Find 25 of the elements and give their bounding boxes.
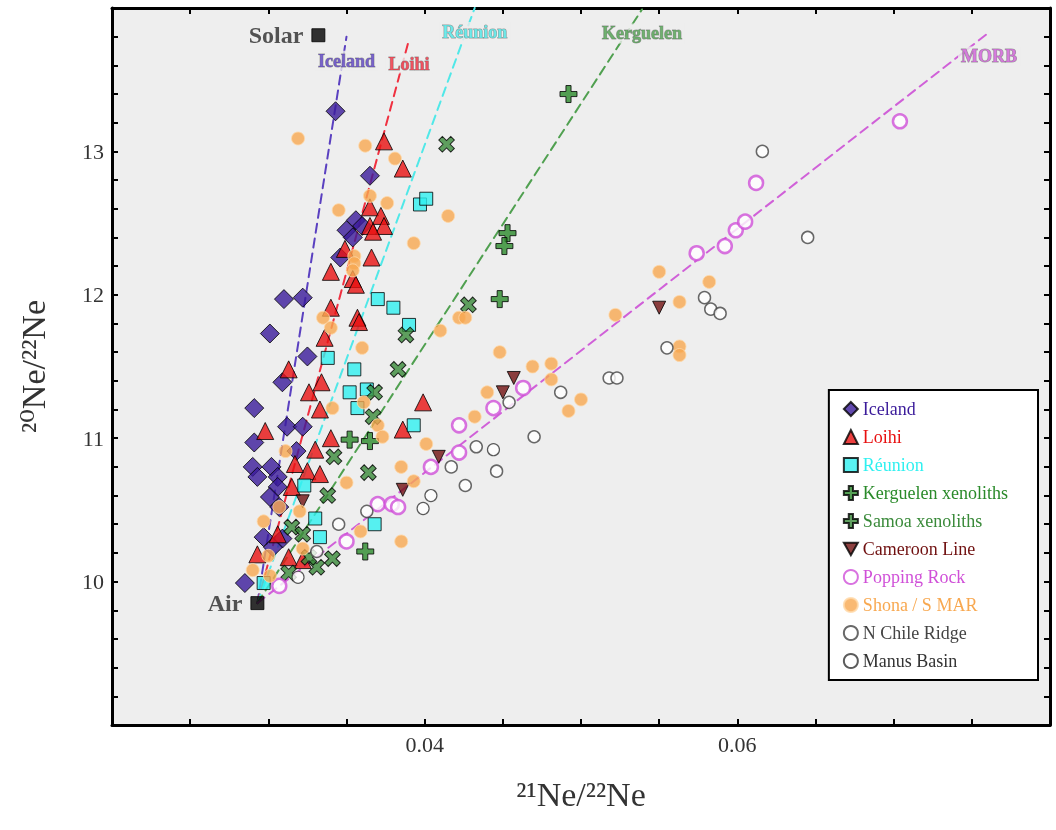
- annotation: Loihi: [388, 53, 430, 74]
- legend-label: Samoa xenoliths: [862, 511, 983, 531]
- x-tick-label: 0.04: [405, 731, 444, 757]
- legend-label: Loihi: [862, 427, 902, 447]
- x-axis-title: ²¹Ne/²²Ne: [516, 775, 646, 813]
- legend-label: Kerguelen xenoliths: [862, 483, 1009, 503]
- y-tick-label: 11: [82, 425, 104, 451]
- data-label: Solar: [248, 22, 304, 49]
- legend-label: Iceland: [862, 399, 916, 419]
- annotation: Iceland: [317, 50, 376, 71]
- y-tick-label: 12: [82, 282, 104, 308]
- legend-label: N Chile Ridge: [862, 623, 967, 643]
- annotation: Kerguelen: [601, 23, 682, 44]
- legend-label: Réunion: [862, 455, 924, 475]
- legend-label: Manus Basin: [862, 651, 958, 671]
- legend-label: Shona / S MAR: [862, 595, 978, 615]
- legend-label: Popping Rock: [862, 567, 966, 587]
- x-tick-label: 0.06: [718, 731, 757, 757]
- y-tick-label: 10: [82, 569, 104, 595]
- y-tick-label: 13: [82, 138, 104, 164]
- annotation: MORB: [961, 46, 1018, 67]
- y-axis-title: ²⁰Ne/²²Ne: [14, 300, 52, 433]
- annotation: Réunion: [442, 22, 508, 42]
- legend-label: Cameroon Line: [862, 539, 976, 559]
- data-label: Air: [207, 590, 243, 617]
